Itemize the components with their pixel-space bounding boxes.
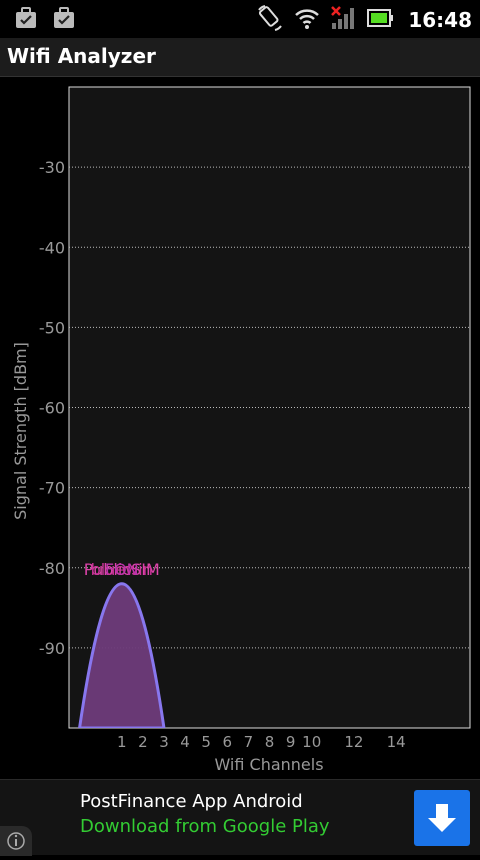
- ad-subtitle[interactable]: Download from Google Play: [80, 816, 330, 837]
- x-tick-label: 12: [344, 733, 363, 751]
- network-label: PublicSIM: [84, 560, 160, 579]
- x-axis-label: Wifi Channels: [214, 755, 323, 774]
- series-bluewin: [78, 582, 166, 728]
- x-tick-label: 1: [117, 733, 127, 751]
- ad-banner[interactable]: PostFinance App Android Download from Go…: [0, 779, 480, 856]
- x-tick-label: 14: [387, 733, 406, 751]
- y-tick-label: -80: [39, 559, 65, 578]
- y-tick-label: -60: [39, 399, 65, 418]
- rotate-icon: [256, 4, 284, 36]
- y-tick-label: -90: [39, 639, 65, 658]
- x-tick-label: 5: [201, 733, 211, 751]
- ad-title[interactable]: PostFinance App Android: [80, 791, 303, 812]
- info-icon[interactable]: [0, 826, 32, 856]
- x-tick-label: 6: [223, 733, 233, 751]
- network-label: FON: [105, 560, 139, 579]
- signal-chart: PublicSIM bluewin FON -30 -40 -50 -60 -70 -80 -9…: [0, 77, 480, 778]
- network-label: bluewin: [91, 560, 153, 579]
- status-bar: 16:48: [0, 0, 480, 38]
- y-tick-label: -30: [39, 158, 65, 177]
- y-tick-label: -70: [39, 479, 65, 498]
- wifi-icon: [294, 6, 320, 34]
- page-title: Wifi Analyzer: [7, 44, 156, 68]
- x-tick-label: 4: [180, 733, 190, 751]
- y-tick-label: -40: [39, 238, 65, 257]
- x-tick-label: 9: [286, 733, 296, 751]
- download-button[interactable]: [414, 790, 470, 846]
- app-title-bar: Wifi Analyzer: [0, 38, 480, 77]
- signal-off-icon: [330, 5, 356, 35]
- x-tick-label: 3: [159, 733, 169, 751]
- x-tick-label: 10: [302, 733, 321, 751]
- battery-icon: [366, 7, 394, 33]
- y-tick-label: -50: [39, 318, 65, 337]
- clock: 16:48: [408, 8, 472, 32]
- briefcase-icon: [52, 6, 76, 34]
- download-arrow-icon: [428, 804, 456, 832]
- briefcase-icon: [14, 6, 38, 34]
- x-tick-label: 7: [244, 733, 254, 751]
- x-tick-label: 2: [138, 733, 148, 751]
- y-axis-label: Signal Strength [dBm]: [11, 342, 30, 520]
- x-tick-label: 8: [265, 733, 275, 751]
